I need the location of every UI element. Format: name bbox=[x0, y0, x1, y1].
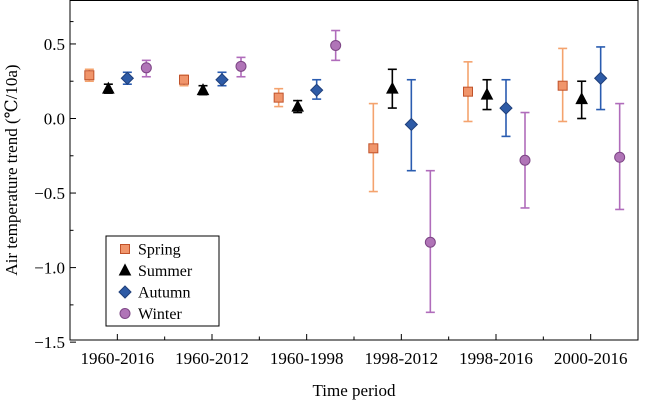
spring-point-group-1998-2012 bbox=[368, 102, 379, 193]
autumn-point-group-1960-2012 bbox=[215, 71, 229, 87]
winter-point-group-1960-1998 bbox=[330, 29, 342, 62]
x-tick-label: 1960-1998 bbox=[270, 349, 344, 368]
spring-marker bbox=[463, 86, 473, 97]
spring-marker bbox=[368, 143, 379, 154]
spring-point-group-1960-1998 bbox=[273, 87, 284, 108]
autumn-marker bbox=[120, 71, 135, 85]
summer-point-group-1998-2016 bbox=[480, 78, 494, 111]
y-tick-label: 0.5 bbox=[44, 35, 65, 54]
legend-label-summer: Summer bbox=[138, 263, 193, 280]
summer-marker bbox=[102, 81, 115, 94]
x-tick-label: 1998-2012 bbox=[364, 349, 438, 368]
winter-marker bbox=[140, 62, 152, 74]
legend-marker-autumn bbox=[118, 285, 132, 299]
ticks-layer: 0.5 0.0 −0.5 −1.0 −1.5 1960-2016 1960-2012 1960… bbox=[34, 21, 628, 368]
winter-marker bbox=[614, 151, 626, 163]
summer-marker bbox=[386, 81, 399, 94]
summer-marker bbox=[196, 83, 210, 96]
autumn-marker bbox=[593, 71, 608, 85]
legend-label-spring: Spring bbox=[138, 242, 181, 259]
y-tick-label: −0.5 bbox=[34, 184, 65, 203]
spring-point-group-1960-2016 bbox=[84, 68, 95, 83]
x-tick-label: 1960-2016 bbox=[80, 349, 154, 368]
winter-marker bbox=[424, 236, 436, 248]
legend-marker-summer bbox=[118, 263, 132, 276]
legend: Spring Summer Autumn Winter bbox=[105, 235, 220, 327]
winter-marker bbox=[330, 39, 342, 51]
autumn-marker bbox=[309, 83, 324, 97]
x-tick-label: 1998-2016 bbox=[459, 349, 533, 368]
summer-point-group-1998-2012 bbox=[386, 68, 399, 109]
y-tick-label: −1.5 bbox=[34, 333, 65, 352]
spring-marker bbox=[557, 80, 568, 91]
autumn-point-group-1960-2016 bbox=[120, 71, 135, 86]
autumn-marker bbox=[404, 117, 419, 132]
winter-point-group-1998-2012 bbox=[424, 169, 436, 314]
summer-point-group-1960-2012 bbox=[196, 83, 210, 96]
winter-point-group-1960-2012 bbox=[235, 56, 247, 78]
summer-marker bbox=[575, 92, 588, 105]
summer-point-group-1960-1998 bbox=[291, 99, 304, 114]
spring-marker bbox=[84, 70, 95, 81]
y-axis-title: Air temperature trend (℃/10a) bbox=[2, 64, 21, 275]
summer-marker bbox=[480, 87, 494, 100]
winter-marker bbox=[235, 60, 247, 72]
x-tick-label: 2000-2016 bbox=[554, 349, 628, 368]
legend-label-winter: Winter bbox=[138, 306, 182, 323]
y-tick-label: 0.0 bbox=[44, 110, 65, 129]
x-tick-label: 1960-2012 bbox=[175, 349, 249, 368]
marks-layer bbox=[84, 29, 626, 314]
autumn-point-group-1998-2012 bbox=[404, 78, 419, 172]
spring-point-group-1998-2016 bbox=[463, 61, 473, 123]
y-tick-label: −1.0 bbox=[34, 259, 65, 278]
autumn-point-group-1998-2016 bbox=[499, 78, 513, 138]
autumn-marker bbox=[215, 73, 229, 87]
x-axis-title: Time period bbox=[313, 381, 396, 400]
winter-point-group-1960-2016 bbox=[140, 59, 152, 78]
spring-marker bbox=[273, 92, 284, 103]
summer-point-group-2000-2016 bbox=[575, 80, 588, 120]
legend-marker-spring bbox=[120, 244, 130, 254]
spring-point-group-2000-2016 bbox=[557, 47, 568, 123]
summer-point-group-1960-2016 bbox=[102, 81, 115, 94]
legend-marker-winter bbox=[119, 308, 131, 319]
legend-label-autumn: Autumn bbox=[138, 285, 190, 302]
spring-point-group-1960-2012 bbox=[179, 74, 189, 87]
summer-marker bbox=[291, 99, 304, 112]
winter-marker bbox=[519, 154, 531, 166]
winter-point-group-2000-2016 bbox=[614, 102, 626, 211]
autumn-point-group-2000-2016 bbox=[593, 46, 608, 111]
autumn-marker bbox=[499, 101, 513, 115]
winter-point-group-1998-2016 bbox=[519, 111, 531, 209]
spring-marker bbox=[179, 74, 189, 85]
autumn-point-group-1960-1998 bbox=[309, 78, 324, 100]
